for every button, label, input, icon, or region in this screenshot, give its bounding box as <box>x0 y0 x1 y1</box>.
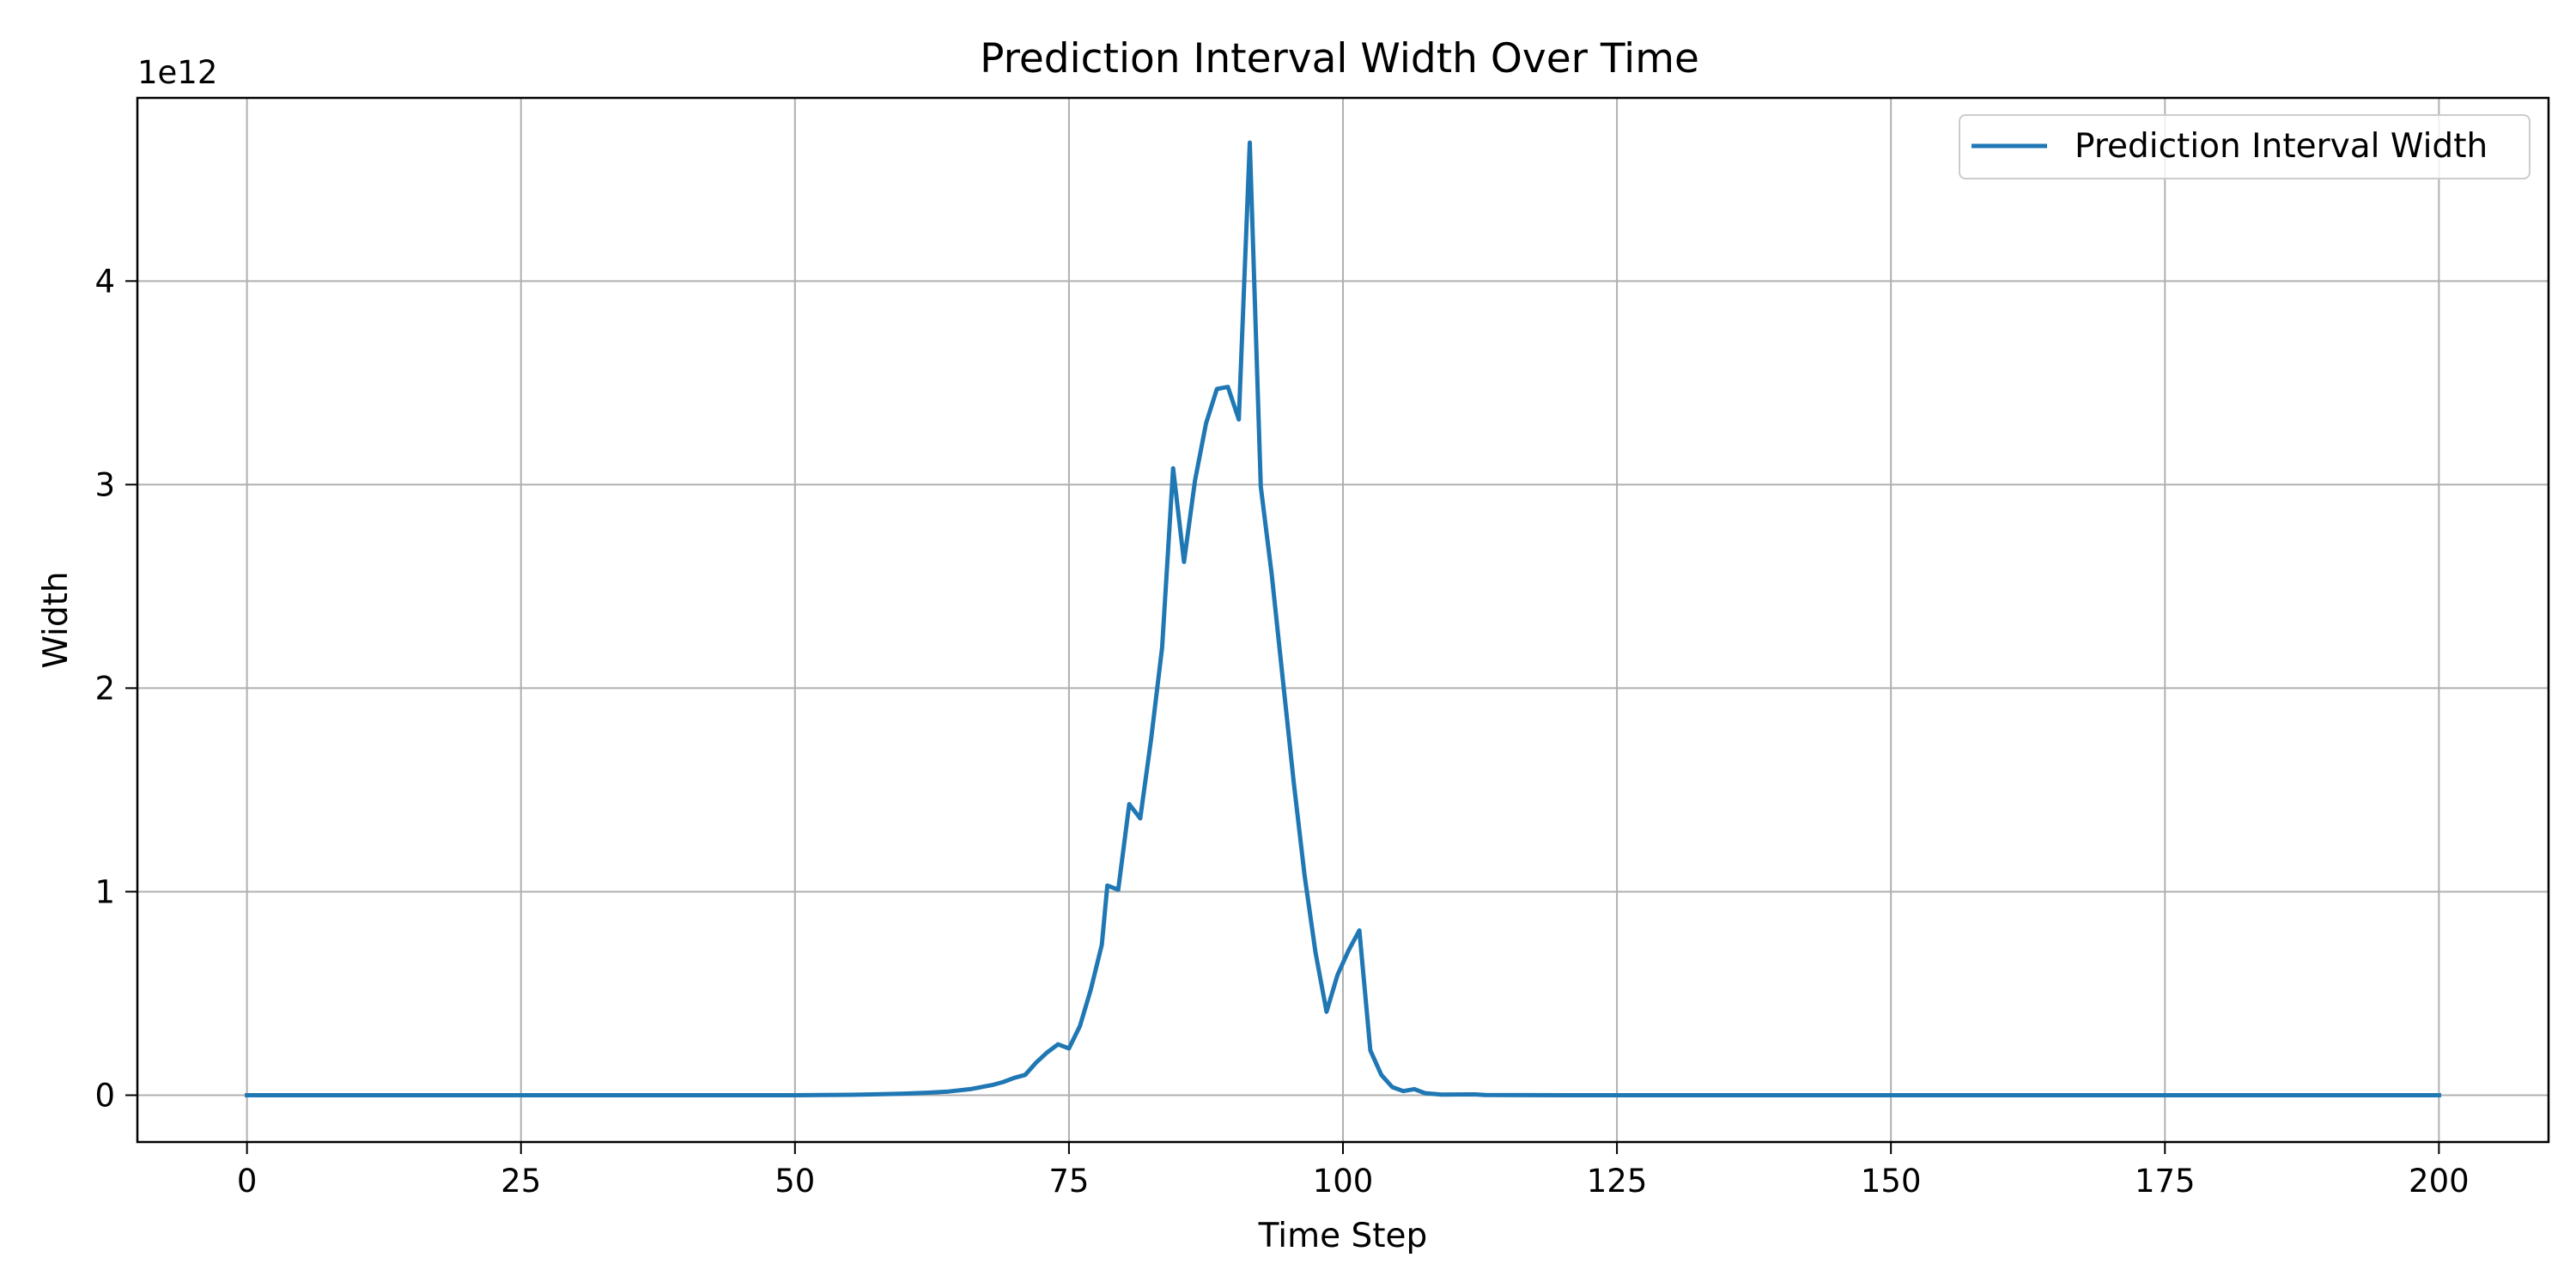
x-tick-label: 100 <box>1313 1163 1374 1200</box>
x-gridlines <box>246 98 2440 1142</box>
series-line-0 <box>245 140 2441 1097</box>
y-axis-ticks: 0 1 2 3 4 <box>94 263 137 1114</box>
y-tick-label: 4 <box>94 263 115 300</box>
x-axis-ticks: 0 25 50 75 100 125 150 175 200 <box>237 1142 2470 1200</box>
x-tick-label: 125 <box>1587 1163 1648 1200</box>
x-tick-label: 175 <box>2135 1163 2196 1200</box>
y-tick-label: 1 <box>94 873 115 910</box>
series-layer <box>245 140 2441 1097</box>
x-axis-label: Time Step <box>1258 1217 1428 1255</box>
y-gridlines <box>137 280 2549 1097</box>
x-tick-label: 200 <box>2409 1163 2470 1200</box>
plot-area <box>136 96 2550 1144</box>
x-tick-label: 0 <box>237 1163 258 1200</box>
y-tick-label: 2 <box>94 670 115 707</box>
y-axis-label: Width <box>37 571 76 668</box>
chart-title: Prediction Interval Width Over Time <box>980 35 1699 82</box>
legend-box <box>1959 114 2530 179</box>
y-offset-label: 1e12 <box>137 54 217 91</box>
x-tick-label: 50 <box>775 1163 815 1200</box>
legend-label: Prediction Interval Width <box>2075 127 2488 166</box>
x-tick-label: 75 <box>1048 1163 1089 1200</box>
x-tick-label: 25 <box>501 1163 541 1200</box>
y-tick-label: 0 <box>94 1077 115 1114</box>
x-tick-label: 150 <box>1861 1163 1922 1200</box>
y-tick-label: 3 <box>94 466 115 503</box>
legend: Prediction Interval Width <box>1959 114 2530 179</box>
